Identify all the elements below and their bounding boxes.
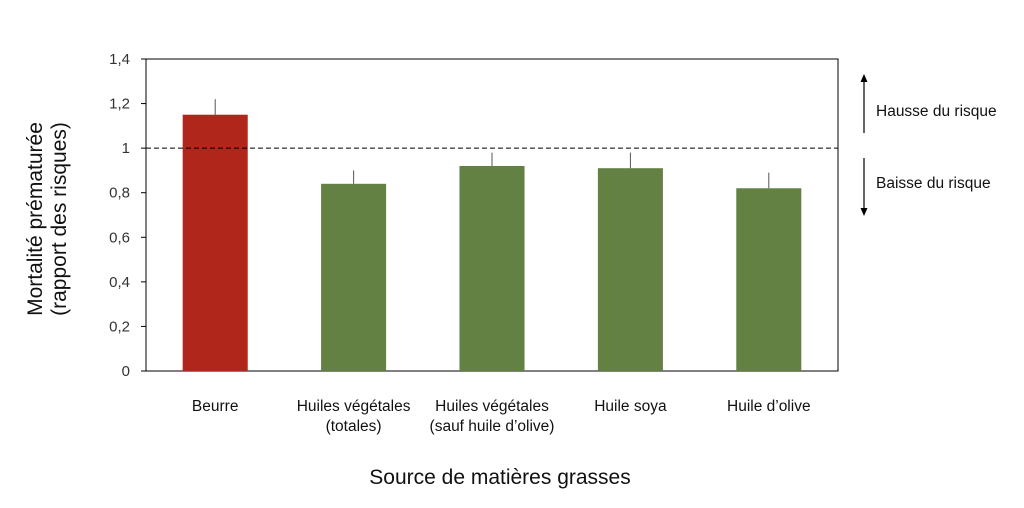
- risk-up-label: Hausse du risque: [876, 103, 997, 120]
- category-label-1: Huiles végétales (totales): [297, 398, 411, 435]
- y-axis-title-line-2: (rapport des risques): [48, 122, 71, 316]
- category-label-line: (totales): [326, 418, 382, 435]
- bars-group: [182, 99, 802, 371]
- arrow-up-head-icon: [860, 74, 868, 82]
- category-label-line: Huiles végétales: [435, 398, 549, 415]
- category-label-line: Huile d’olive: [727, 398, 811, 415]
- arrow-down-head-icon: [860, 208, 868, 216]
- y-tick-label: 1,4: [109, 51, 130, 68]
- y-axis-title: Mortalité prématurée (rapport des risque…: [24, 122, 71, 316]
- bar-3: [597, 168, 663, 371]
- risk-up-annotation: Hausse du risque: [860, 74, 997, 133]
- y-tick-label: 0,2: [109, 318, 130, 335]
- y-tick-label: 0,4: [109, 274, 130, 291]
- category-label-4: Huile d’olive: [727, 398, 811, 415]
- y-axis-title-line-1: Mortalité prématurée: [24, 122, 47, 316]
- category-label-3: Huile soya: [594, 398, 667, 415]
- category-label-line: Huiles végétales: [297, 398, 411, 415]
- category-label-0: Beurre: [192, 398, 239, 415]
- y-tick-label: 1,2: [109, 96, 130, 113]
- category-label-line: (sauf huile d’olive): [430, 418, 555, 435]
- bar-2: [459, 165, 525, 371]
- x-axis-title: Source de matières grasses: [369, 466, 630, 489]
- y-tick-label: 1: [122, 140, 130, 157]
- bar-4: [736, 188, 802, 371]
- category-label-line: Huile soya: [594, 398, 667, 415]
- category-label-2: Huiles végétales (sauf huile d’olive): [430, 398, 555, 435]
- risk-down-label: Baisse du risque: [876, 175, 991, 192]
- y-tick-label: 0: [122, 363, 130, 380]
- bar-1: [321, 183, 387, 371]
- category-label-line: Beurre: [192, 398, 239, 415]
- y-tick-label: 0,6: [109, 229, 130, 246]
- x-axis-labels: Beurre Huiles végétales (totales)Huiles vé…: [192, 398, 811, 435]
- y-axis: 0 0,2 0,4 0,6 0,8 1 1,2 1,4: [109, 51, 146, 380]
- bar-0: [182, 114, 248, 371]
- y-tick-label: 0,8: [109, 185, 130, 202]
- risk-down-annotation: Baisse du risque: [860, 158, 991, 216]
